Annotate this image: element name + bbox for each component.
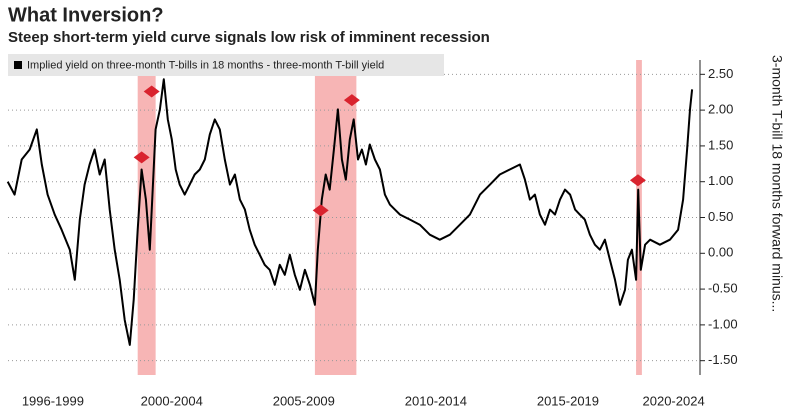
marker (143, 85, 160, 98)
x-tick-label: 2010-2014 (405, 393, 467, 408)
line-series (6, 78, 694, 346)
marker (629, 174, 646, 187)
chart-subtitle: Steep short-term yield curve signals low… (8, 29, 490, 46)
marker (133, 151, 150, 164)
marker (343, 94, 360, 107)
x-tick-label: 2020-2024 (643, 393, 705, 408)
marker (312, 204, 329, 217)
y-tick-label: 1.00 (708, 173, 733, 188)
y-tick-label: -1.50 (708, 352, 738, 367)
recession-band (314, 60, 357, 375)
y-tick-label: 0.00 (708, 245, 733, 260)
y-tick-label: 0.50 (708, 209, 733, 224)
chart-title: What Inversion? (8, 4, 164, 26)
legend-swatch (14, 61, 22, 69)
x-tick-label: 2015-2019 (537, 393, 599, 408)
legend-label: Implied yield on three-month T-bills in … (27, 59, 384, 71)
x-tick-label: 1996-1999 (22, 393, 84, 408)
y-tick-label: 1.50 (708, 137, 733, 152)
x-tick-label: 2005-2009 (273, 393, 335, 408)
y-axis-label: 3-month T-bill 18 months forward minus..… (769, 55, 785, 312)
legend-box (8, 54, 444, 76)
y-tick-label: -0.50 (708, 281, 738, 296)
plot: -1.50 -1.00 -0.50 0.00 0.50 1.00 1.50 2.00 2.50 1… (6, 60, 738, 408)
x-tick-label: 2000-2004 (141, 393, 203, 408)
y-tick-label: 2.00 (708, 102, 733, 117)
y-tick-label: -1.00 (708, 316, 738, 331)
y-tick-label: 2.50 (708, 66, 733, 81)
